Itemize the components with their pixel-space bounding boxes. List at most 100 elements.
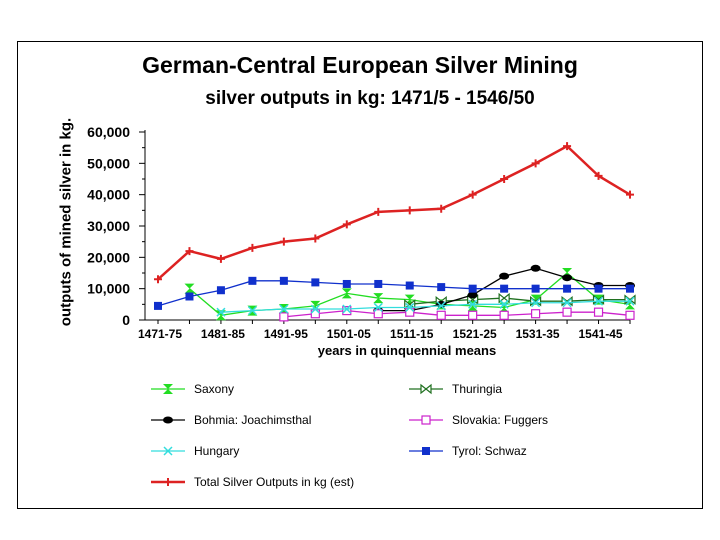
legend-swatch bbox=[151, 384, 185, 394]
legend-swatch bbox=[151, 478, 185, 486]
x-tick-label: 1511-15 bbox=[390, 327, 434, 341]
data-point bbox=[248, 243, 257, 252]
legend-swatch bbox=[409, 447, 443, 455]
data-point bbox=[531, 284, 540, 293]
x-tick-label: 1501-05 bbox=[327, 327, 371, 341]
data-point bbox=[279, 304, 289, 314]
chart-frame bbox=[17, 41, 703, 509]
data-point bbox=[216, 307, 226, 317]
data-point bbox=[531, 298, 541, 308]
legend-label: Saxony bbox=[194, 382, 235, 396]
x-axis-label: years in quinquennial means bbox=[317, 343, 497, 358]
y-tick-label: 0 bbox=[122, 312, 130, 328]
data-point bbox=[499, 272, 510, 280]
data-point bbox=[185, 247, 194, 256]
y-tick-label: 60,000 bbox=[87, 124, 130, 140]
data-point bbox=[499, 310, 509, 320]
data-point bbox=[405, 302, 415, 312]
legend-swatch bbox=[151, 446, 185, 456]
data-point bbox=[594, 296, 604, 306]
data-point bbox=[530, 309, 541, 319]
legend-label: Slovakia: Fuggers bbox=[452, 413, 549, 427]
data-point bbox=[626, 284, 634, 293]
data-point bbox=[185, 292, 194, 301]
data-point bbox=[279, 312, 289, 322]
data-point bbox=[531, 159, 540, 168]
x-tick-label: 1521-25 bbox=[453, 327, 497, 341]
data-point bbox=[500, 175, 509, 183]
data-point bbox=[594, 171, 603, 180]
data-point bbox=[247, 306, 257, 316]
x-tick-label: 1541-45 bbox=[579, 327, 623, 341]
series-tyrol-schwaz bbox=[154, 276, 634, 310]
x-tick-label: 1491-95 bbox=[264, 327, 308, 341]
data-point bbox=[468, 310, 478, 320]
legend-marker bbox=[422, 447, 430, 455]
chart-title: German-Central European Silver Mining bbox=[142, 52, 578, 78]
series-total-silver-outputs-in-kg-est bbox=[154, 142, 634, 284]
data-point bbox=[468, 284, 477, 293]
data-point bbox=[216, 254, 225, 263]
legend-marker bbox=[163, 446, 173, 456]
data-point bbox=[593, 307, 604, 317]
legend-label: Total Silver Outputs in kg (est) bbox=[194, 475, 355, 489]
data-point bbox=[248, 276, 257, 285]
data-point bbox=[405, 281, 414, 290]
y-tick-label: 50,000 bbox=[87, 155, 130, 171]
data-point bbox=[625, 296, 635, 306]
data-point bbox=[562, 274, 573, 282]
data-point bbox=[563, 142, 572, 151]
series-line bbox=[220, 300, 630, 313]
data-point bbox=[342, 279, 351, 288]
data-point bbox=[342, 220, 351, 229]
data-point bbox=[342, 306, 352, 316]
data-point bbox=[468, 299, 478, 309]
series-line bbox=[283, 309, 631, 318]
legend-item: Bohmia: Joachimsthal bbox=[150, 411, 311, 429]
data-point bbox=[279, 237, 288, 246]
legend-label: Thuringia bbox=[452, 382, 503, 396]
series-hungary bbox=[216, 296, 635, 317]
data-point bbox=[215, 310, 226, 321]
legend-item: Saxony bbox=[150, 380, 234, 398]
data-point bbox=[405, 206, 414, 215]
data-point bbox=[373, 293, 384, 304]
data-point bbox=[530, 264, 541, 272]
data-point bbox=[154, 275, 162, 284]
data-point bbox=[467, 300, 478, 311]
legend-marker bbox=[421, 415, 431, 425]
data-point bbox=[499, 299, 509, 309]
data-point bbox=[310, 304, 320, 314]
data-point bbox=[562, 298, 572, 308]
series-line bbox=[157, 144, 631, 281]
legend-marker bbox=[164, 478, 172, 486]
data-point bbox=[311, 278, 320, 287]
legend-marker bbox=[163, 416, 173, 424]
data-point bbox=[467, 291, 478, 299]
x-tick-label: 1531-35 bbox=[516, 327, 560, 341]
legend-swatch bbox=[409, 383, 443, 395]
data-point bbox=[341, 288, 352, 299]
series-line bbox=[157, 280, 630, 307]
legend-item: Total Silver Outputs in kg (est) bbox=[150, 473, 354, 491]
data-point bbox=[154, 301, 162, 310]
x-tick-label: 1481-85 bbox=[201, 327, 245, 341]
legend-swatch bbox=[151, 416, 185, 424]
data-point bbox=[311, 234, 320, 243]
legend-marker bbox=[163, 384, 173, 394]
data-point bbox=[626, 190, 634, 199]
data-point bbox=[500, 284, 509, 293]
legend-swatch bbox=[409, 415, 443, 425]
legend-label: Hungary bbox=[194, 444, 240, 458]
legend-item: Hungary bbox=[150, 442, 239, 460]
data-point bbox=[436, 301, 446, 311]
x-tick-label: 1471-75 bbox=[138, 327, 182, 341]
y-tick-label: 10,000 bbox=[87, 281, 130, 297]
y-tick-label: 30,000 bbox=[87, 218, 130, 234]
data-point bbox=[374, 207, 383, 216]
data-point bbox=[373, 302, 383, 312]
legend-item: Slovakia: Fuggers bbox=[408, 411, 548, 429]
data-point bbox=[437, 204, 446, 213]
data-point bbox=[498, 292, 510, 304]
